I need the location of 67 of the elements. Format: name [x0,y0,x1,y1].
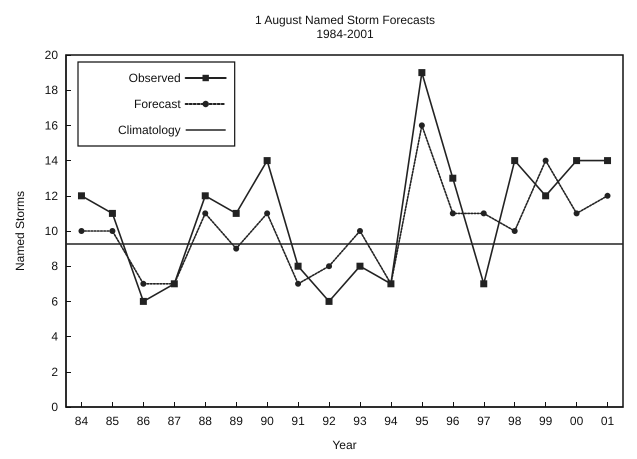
y-tick-label: 20 [44,48,58,62]
x-tick-label: 91 [291,414,306,428]
point [326,263,332,270]
x-tick-label: 94 [384,414,398,428]
point [480,280,488,288]
x-tick-label: 99 [538,414,553,428]
point [480,210,487,216]
legend-label: Climatology [118,123,181,137]
y-tick-label: 10 [44,224,58,238]
x-tick-label: 95 [415,414,429,428]
y-tick-label: 0 [51,400,58,414]
point [264,157,271,164]
legend-label: Forecast [134,97,182,111]
y-axis-title: Named Storms [13,190,27,272]
point [294,262,302,270]
y-tick-label: 12 [44,188,58,203]
x-tick-label: 86 [136,414,150,428]
x-tick-label: 01 [600,414,615,428]
point [604,157,612,164]
point [202,210,208,216]
x-tick-label: 87 [168,414,182,428]
point [573,157,580,164]
x-tick-label: 00 [570,414,584,428]
x-tick-label: 93 [353,414,367,428]
point [512,228,518,234]
x-axis-title: Year [332,438,357,452]
point [140,298,147,305]
point [78,228,84,234]
point [140,280,146,287]
point [418,69,426,76]
x-tick-label: 97 [477,414,491,428]
y-tick-label: 8 [51,259,58,274]
y-tick-label: 18 [44,83,58,98]
point [295,280,302,287]
point [232,210,240,217]
point [450,210,456,216]
chart-title: 1 August Named Storm Forecasts 1984-2001 [254,13,436,41]
point [202,192,209,200]
y-tick-label: 16 [44,118,58,132]
x-tick-label: 84 [74,414,88,428]
point [233,246,240,252]
point [326,298,333,305]
point [511,157,518,164]
point [108,210,116,217]
point [574,210,580,216]
point [356,228,363,234]
y-tick-label: 4 [51,330,58,344]
x-tick-label: 89 [230,414,244,428]
x-tick-label: 85 [106,414,120,428]
point [109,228,116,234]
x-tick-label: 88 [198,414,212,428]
y-tick-label: 2 [51,364,58,379]
point [418,122,425,128]
x-tick-label: 90 [260,414,274,428]
point [356,262,364,270]
point [542,158,549,164]
point [542,192,550,200]
point [604,192,611,199]
y-tick-label: 6 [51,294,58,308]
point [78,192,85,200]
x-tick-label: 92 [322,414,336,428]
y-tick-label: 14 [44,154,58,168]
legend-label: Observed [128,71,181,85]
point [264,210,270,216]
point [449,174,456,182]
x-tick-label: 98 [508,414,522,428]
x-tick-label: 96 [446,414,460,428]
